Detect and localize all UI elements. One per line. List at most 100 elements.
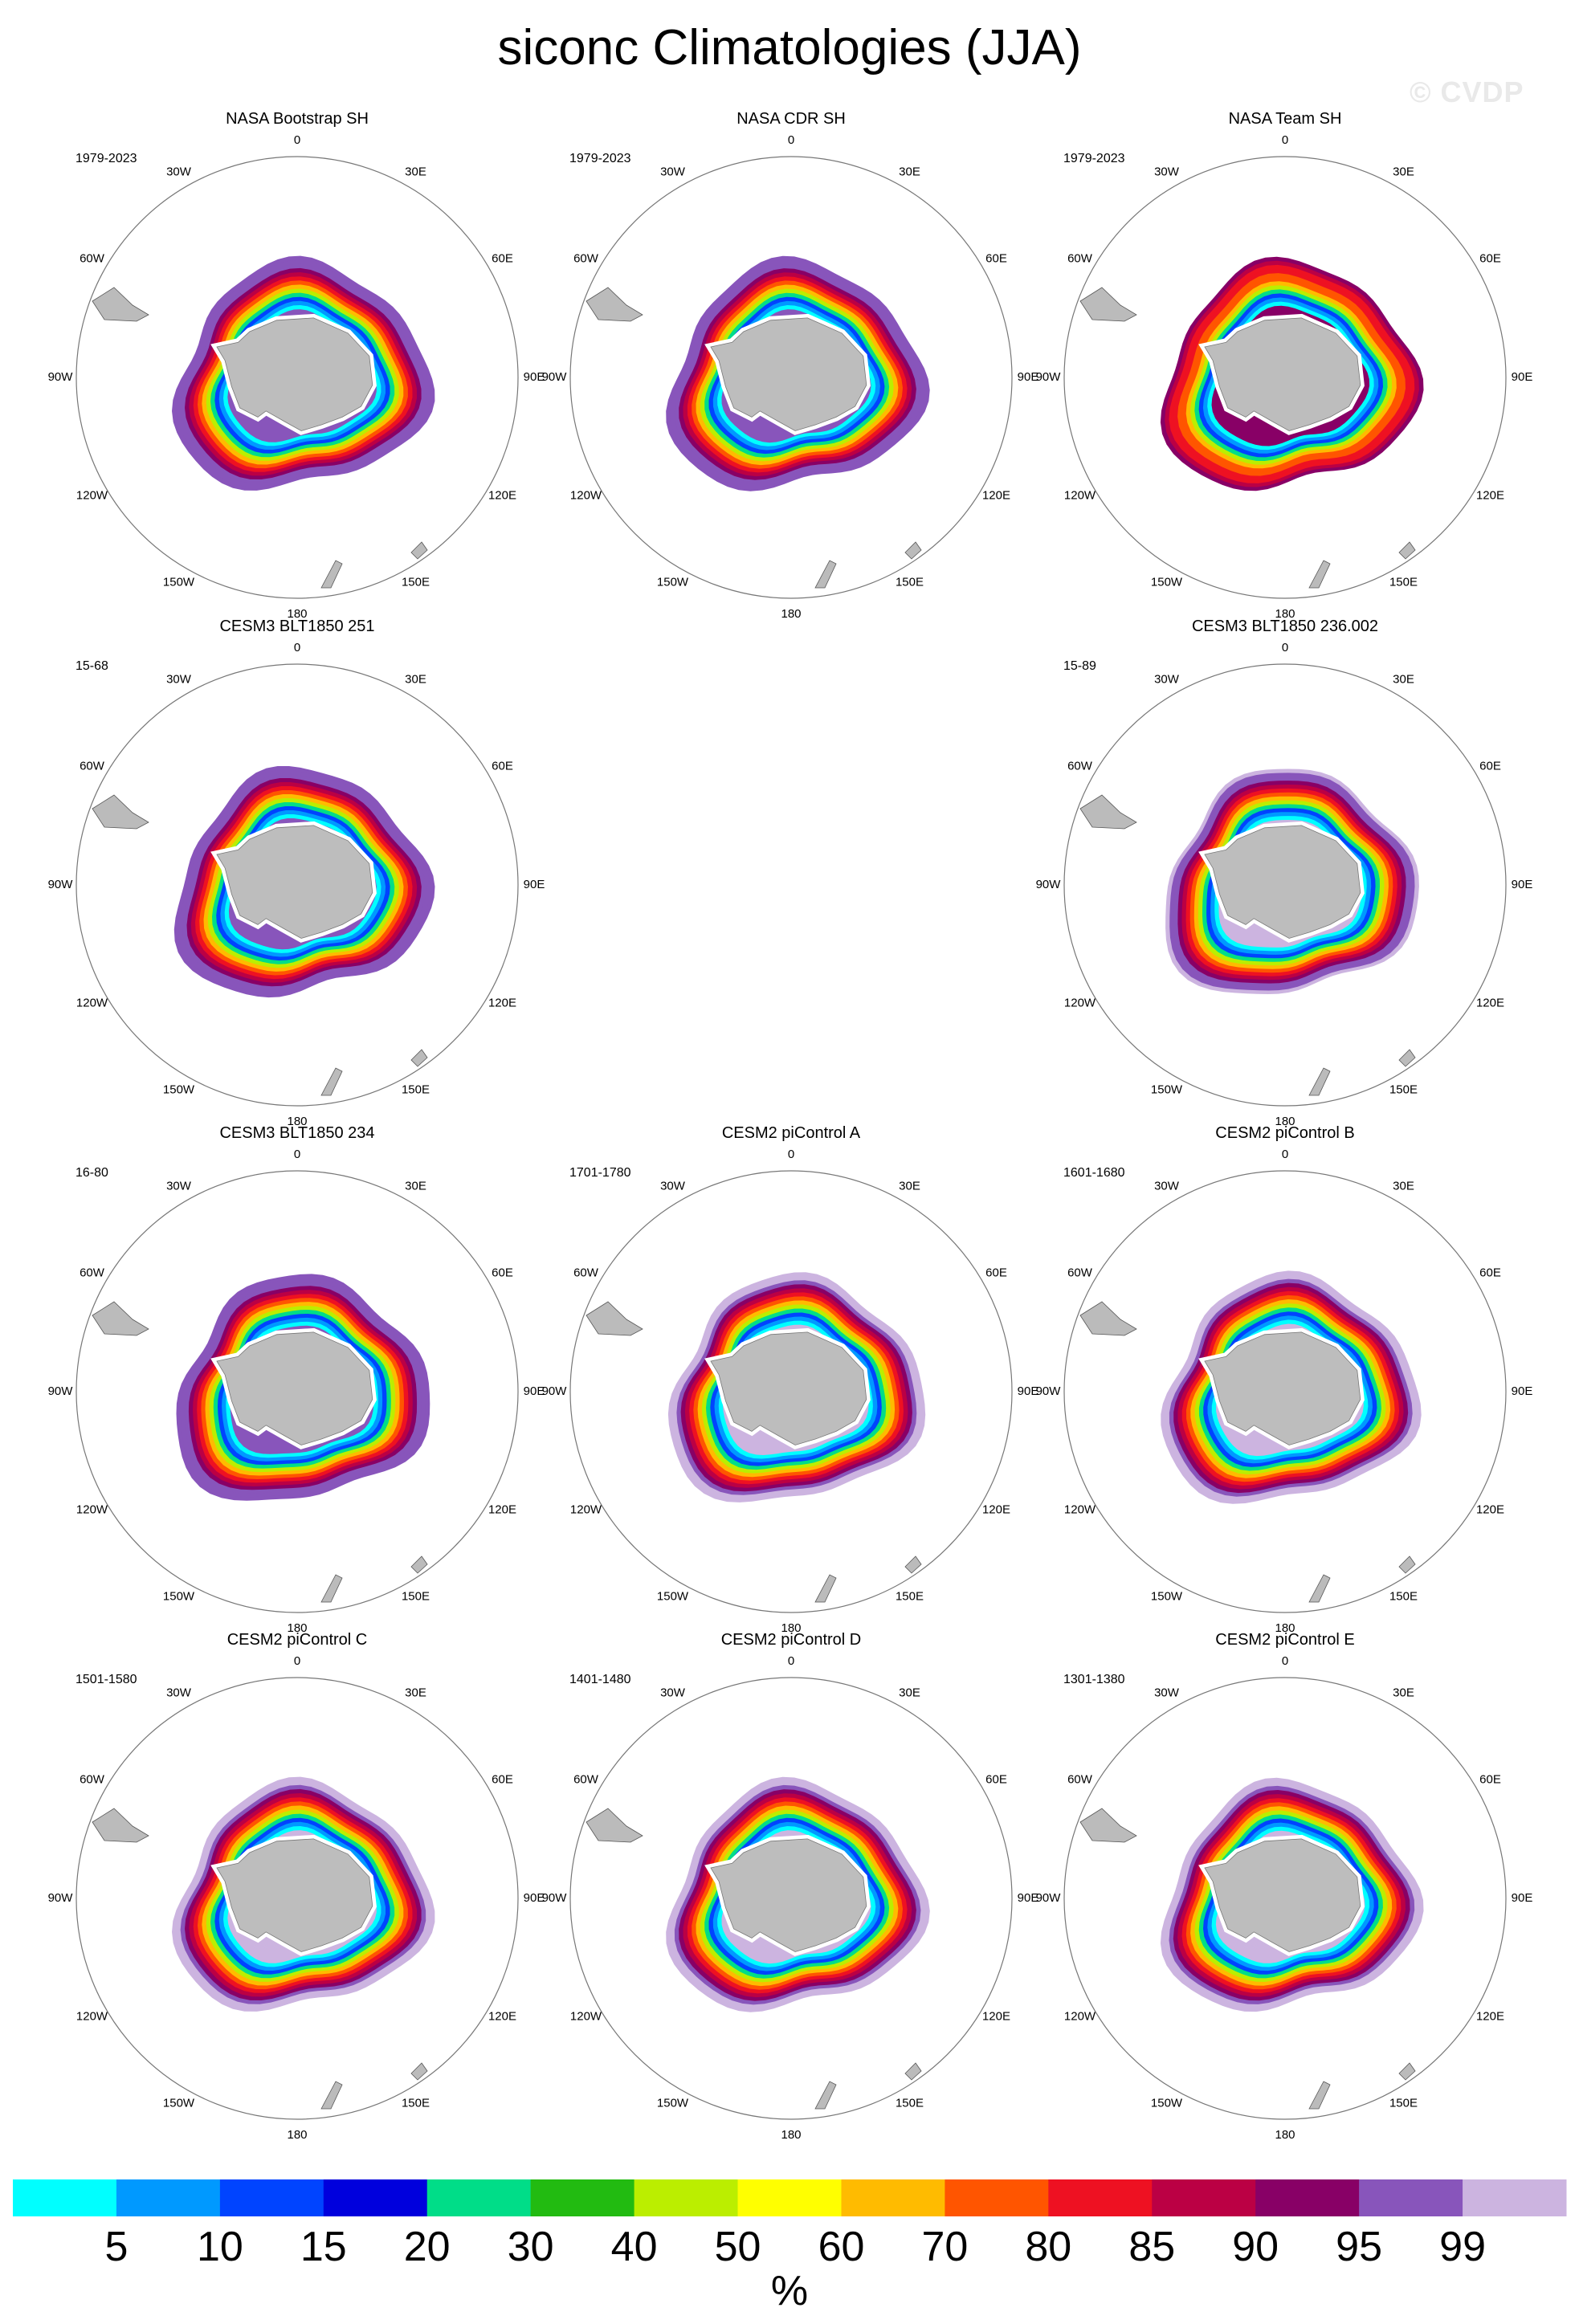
new-zealand-land	[320, 560, 343, 589]
antarctica-land	[216, 1331, 373, 1445]
longitude-label: 60W	[80, 759, 105, 773]
tasmania-land	[1398, 1555, 1416, 1574]
south-america-land	[585, 1301, 643, 1336]
longitude-label: 30W	[1154, 1686, 1180, 1699]
longitude-label: 30W	[660, 1686, 686, 1699]
panel-title: NASA Bootstrap SH	[226, 110, 369, 128]
map-panel: NASA CDR SH 1979-2023 0 30E 60E 90E 120E 150E 18…	[542, 110, 1039, 621]
longitude-label: 0	[1282, 1148, 1288, 1161]
longitude-label: 150W	[1151, 1082, 1183, 1096]
colorbar-tick-label: 50	[715, 2224, 761, 2270]
longitude-label: 90E	[524, 370, 545, 384]
tasmania-land	[1398, 1049, 1416, 1067]
south-america-land	[92, 1808, 149, 1843]
new-zealand-land	[814, 2081, 837, 2110]
longitude-label: 30E	[1393, 1179, 1414, 1193]
longitude-label: 150E	[1389, 1082, 1418, 1096]
longitude-label: 90E	[1512, 1384, 1533, 1398]
longitude-label: 150W	[1151, 575, 1183, 589]
longitude-label: 150E	[896, 1589, 924, 1603]
longitude-label: 90W	[542, 1891, 568, 1905]
colorbar-swatch	[1255, 2179, 1360, 2216]
antarctica-land	[1204, 317, 1361, 431]
longitude-label: 60W	[80, 251, 105, 265]
tasmania-land	[410, 2062, 428, 2081]
longitude-label: 60E	[492, 251, 513, 265]
longitude-label: 150E	[1389, 1589, 1418, 1603]
longitude-label: 120E	[1476, 2009, 1504, 2023]
colorbar-swatch	[1152, 2179, 1256, 2216]
panel-title: NASA Team SH	[1229, 110, 1342, 128]
longitude-label: 90W	[542, 370, 568, 384]
south-america-land	[1079, 1808, 1137, 1843]
longitude-label: 0	[1282, 641, 1288, 654]
longitude-label: 150W	[1151, 1589, 1183, 1603]
panel-period: 15-68	[75, 659, 108, 673]
longitude-label: 0	[294, 1148, 300, 1161]
longitude-label: 60E	[492, 1772, 513, 1786]
longitude-label: 30W	[166, 1179, 192, 1193]
longitude-label: 150W	[1151, 2096, 1183, 2110]
longitude-label: 30E	[405, 672, 426, 686]
map-panel: CESM2 piControl C 1501-1580 0 30E 60E 90E 120E…	[48, 1631, 545, 2142]
longitude-label: 150W	[657, 575, 689, 589]
longitude-label: 60E	[1479, 251, 1501, 265]
colorbar-tick-label: 20	[404, 2224, 451, 2270]
longitude-label: 90W	[48, 1384, 74, 1398]
longitude-label: 120W	[76, 2009, 108, 2023]
longitude-label: 180	[781, 2128, 801, 2142]
longitude-label: 90E	[1512, 878, 1533, 891]
colorbar-swatch	[323, 2179, 428, 2216]
longitude-label: 0	[294, 133, 300, 147]
longitude-label: 30E	[899, 1686, 920, 1699]
longitude-label: 150W	[163, 575, 195, 589]
colorbar-tick-label: 5	[104, 2224, 128, 2270]
antarctica-land	[710, 1838, 867, 1952]
colorbar-tick-label: 85	[1128, 2224, 1175, 2270]
longitude-label: 30W	[1154, 165, 1180, 178]
colorbar-swatch	[13, 2179, 117, 2216]
longitude-label: 0	[1282, 1654, 1288, 1668]
longitude-label: 90E	[1018, 1891, 1039, 1905]
longitude-label: 90E	[1512, 370, 1533, 384]
longitude-label: 120W	[76, 488, 108, 502]
colorbar-tick-label: 90	[1232, 2224, 1279, 2270]
longitude-label: 120W	[570, 2009, 602, 2023]
map-panel: CESM3 BLT1850 234 16-80 0 30E 60E 90E 120E 150E…	[48, 1124, 545, 1635]
panel-title: CESM2 piControl A	[722, 1124, 861, 1142]
panel-title: NASA CDR SH	[736, 110, 846, 128]
tasmania-land	[410, 541, 428, 560]
new-zealand-land	[1308, 560, 1331, 589]
longitude-label: 60W	[1067, 251, 1093, 265]
longitude-label: 30W	[1154, 1179, 1180, 1193]
panel-period: 1979-2023	[569, 152, 631, 165]
longitude-label: 90W	[48, 878, 74, 891]
longitude-label: 150W	[657, 2096, 689, 2110]
tasmania-land	[904, 541, 922, 560]
south-america-land	[1079, 1301, 1137, 1336]
longitude-label: 150W	[163, 1589, 195, 1603]
longitude-label: 150W	[657, 1589, 689, 1603]
panel-period: 1701-1780	[569, 1166, 631, 1180]
antarctica-land	[216, 825, 373, 939]
longitude-label: 150E	[402, 2096, 430, 2110]
longitude-label: 90E	[524, 878, 545, 891]
longitude-label: 60W	[573, 1266, 599, 1279]
longitude-label: 180	[1275, 1621, 1295, 1635]
longitude-label: 90E	[524, 1891, 545, 1905]
colorbar-swatch	[1048, 2179, 1153, 2216]
tasmania-land	[410, 1555, 428, 1574]
panel-period: 1501-1580	[75, 1673, 137, 1686]
longitude-label: 30E	[899, 165, 920, 178]
longitude-label: 180	[287, 2128, 307, 2142]
antarctica-land	[216, 1838, 373, 1952]
new-zealand-land	[814, 560, 837, 589]
colorbar-swatch	[116, 2179, 221, 2216]
colorbar-swatch	[1359, 2179, 1463, 2216]
colorbar-tick-label: 80	[1025, 2224, 1071, 2270]
antarctica-land	[710, 1331, 867, 1445]
panel-title: CESM3 BLT1850 251	[219, 618, 374, 635]
colorbar-tick-label: 60	[818, 2224, 865, 2270]
panel-period: 1601-1680	[1063, 1166, 1125, 1180]
longitude-label: 180	[287, 1621, 307, 1635]
